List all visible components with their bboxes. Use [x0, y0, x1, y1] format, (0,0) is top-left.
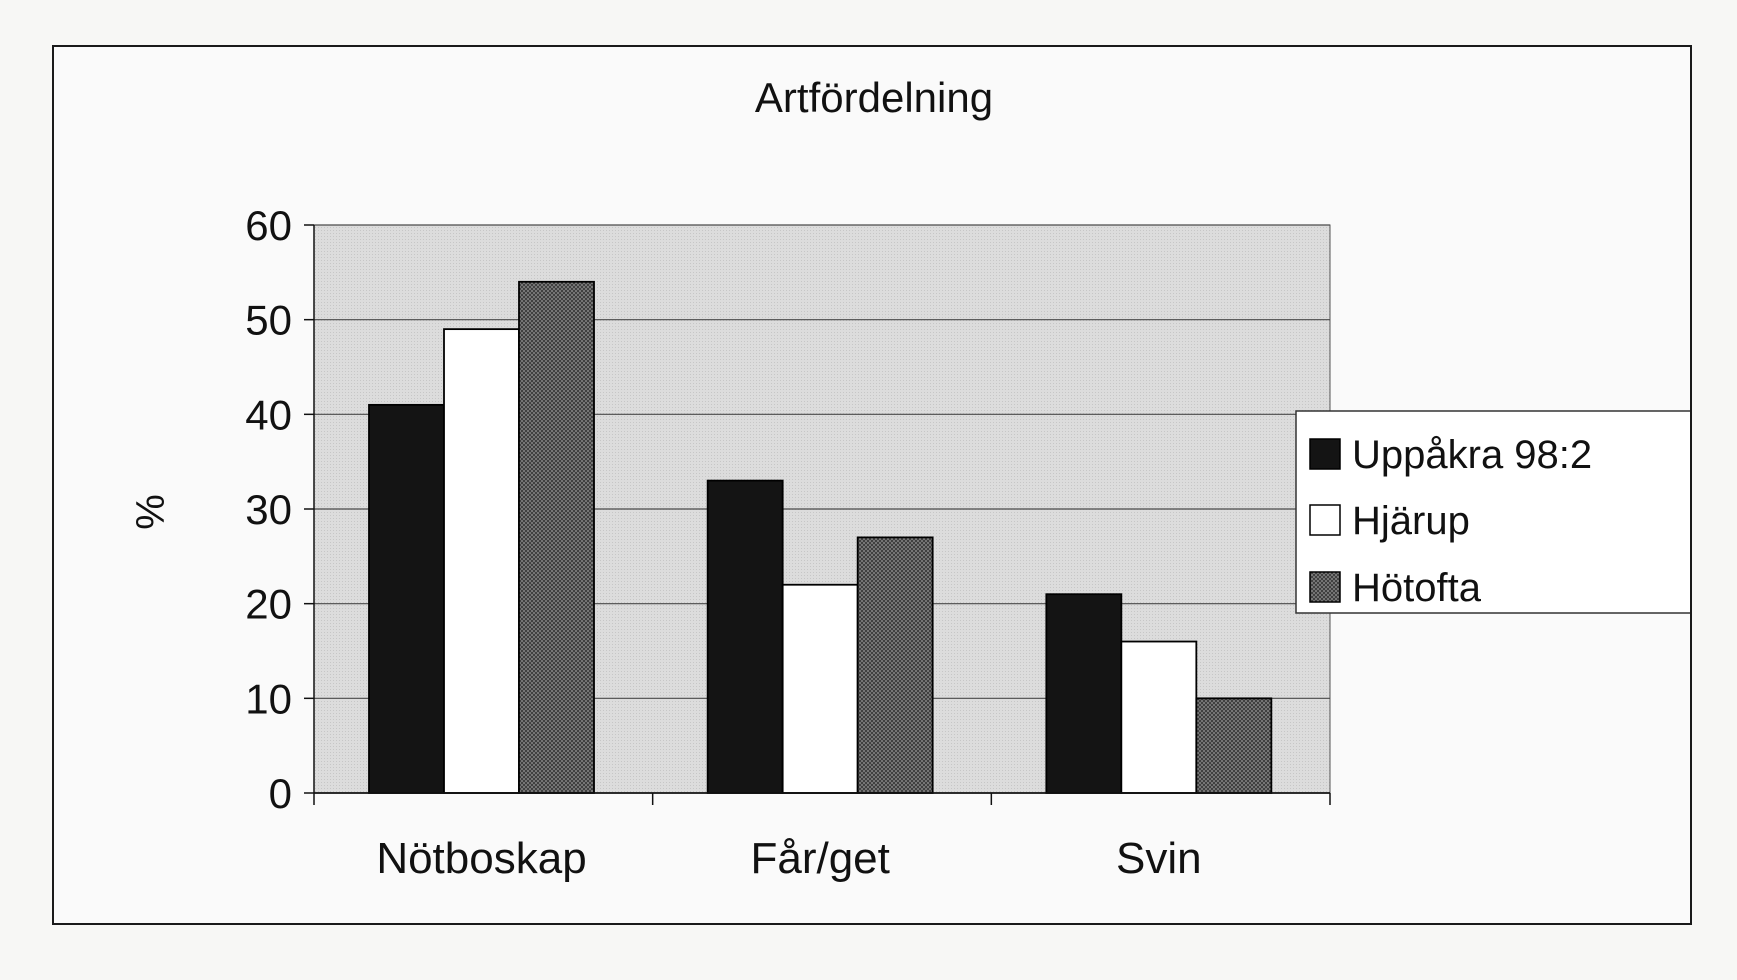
bars — [368, 280, 1273, 794]
bar-upp-kra-98-2-f-r-get — [706, 479, 784, 794]
bar-hj-rup-n-tboskap — [443, 328, 520, 794]
legend-label-uppakra: Uppåkra 98:2 — [1352, 433, 1592, 477]
x-tick-label: Svin — [1116, 834, 1202, 883]
bar-h-tofta-n-tboskap — [518, 280, 595, 794]
y-axis-label: % — [129, 494, 173, 530]
bar-h-tofta-f-r-get — [856, 536, 934, 794]
y-tick-label: 20 — [245, 581, 292, 628]
legend: Uppåkra 98:2 Hjärup Hötofta — [1295, 410, 1694, 614]
y-tick-label: 0 — [269, 770, 292, 817]
y-tick-label: 50 — [245, 297, 292, 344]
y-ticks: 0 10 20 30 40 50 60 — [245, 202, 315, 817]
chart-frame: Artfördelning % 0 10 20 30 40 50 60 Nötboskap F… — [52, 45, 1694, 925]
legend-swatch-hjarup — [1309, 504, 1341, 536]
legend-swatch-uppakra — [1309, 438, 1341, 470]
bar-upp-kra-98-2-svin — [1045, 593, 1123, 794]
x-labels: Nötboskap Får/get Svin — [376, 834, 1201, 883]
y-tick-label: 10 — [245, 675, 292, 722]
x-tick-label: Nötboskap — [376, 834, 586, 883]
x-axis — [313, 792, 1331, 805]
y-tick-label: 60 — [245, 202, 292, 249]
legend-label-hjarup: Hjärup — [1352, 499, 1470, 543]
legend-swatch-hotofta — [1309, 571, 1341, 603]
bar-hj-rup-f-r-get — [781, 583, 859, 794]
y-tick-label: 40 — [245, 391, 292, 438]
bar-hj-rup-svin — [1120, 640, 1198, 794]
bar-upp-kra-98-2-n-tboskap — [368, 403, 445, 794]
legend-box — [1295, 410, 1694, 614]
chart-title: Artfördelning — [755, 74, 993, 121]
legend-label-hotofta: Hötofta — [1352, 566, 1482, 610]
y-tick-label: 30 — [245, 486, 292, 533]
x-tick-label: Får/get — [750, 834, 889, 883]
bar-h-tofta-svin — [1195, 697, 1273, 794]
chart-svg: Artfördelning % 0 10 20 30 40 50 60 Nötboskap F… — [129, 74, 1694, 883]
